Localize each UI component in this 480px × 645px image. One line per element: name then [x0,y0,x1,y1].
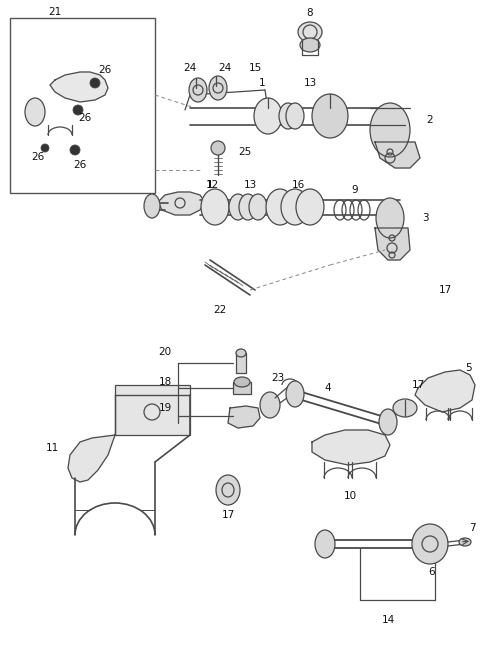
Text: 10: 10 [343,491,357,501]
Ellipse shape [201,189,229,225]
Ellipse shape [211,141,225,155]
Text: 24: 24 [218,63,232,73]
Text: 20: 20 [158,347,171,357]
Ellipse shape [315,530,335,558]
Ellipse shape [376,198,404,238]
Ellipse shape [234,377,250,387]
Text: 6: 6 [429,567,435,577]
Ellipse shape [239,194,257,220]
Text: 12: 12 [205,180,218,190]
Ellipse shape [279,103,297,129]
Text: 17: 17 [411,380,425,390]
Text: 5: 5 [465,363,471,373]
Ellipse shape [296,189,324,225]
Ellipse shape [260,392,280,418]
Ellipse shape [266,189,294,225]
Text: 8: 8 [307,8,313,18]
Polygon shape [228,406,260,428]
Text: 11: 11 [46,443,59,453]
Bar [236,353,246,373]
Text: 23: 23 [271,373,285,383]
Circle shape [41,144,49,152]
Text: 24: 24 [183,63,197,73]
Ellipse shape [209,76,227,100]
Text: 22: 22 [214,305,227,315]
Ellipse shape [229,194,247,220]
Ellipse shape [144,194,160,218]
Text: 9: 9 [352,185,358,195]
Ellipse shape [300,38,320,52]
Text: 3: 3 [422,213,428,223]
Circle shape [73,105,83,115]
Ellipse shape [412,524,448,564]
Text: 14: 14 [382,615,395,625]
Polygon shape [158,192,205,215]
Ellipse shape [370,103,410,157]
Ellipse shape [281,189,309,225]
Circle shape [90,78,100,88]
Text: 18: 18 [158,377,172,387]
Polygon shape [375,142,420,168]
Ellipse shape [379,409,397,435]
Polygon shape [375,228,410,260]
Bar [10,18,155,193]
Text: 1: 1 [207,180,213,190]
Text: 21: 21 [48,7,61,17]
Ellipse shape [298,22,322,42]
Polygon shape [68,435,115,482]
Ellipse shape [312,94,348,138]
Text: 17: 17 [438,285,452,295]
Text: 17: 17 [221,510,235,520]
Text: 26: 26 [31,152,45,162]
Ellipse shape [236,349,246,357]
Ellipse shape [254,98,282,134]
Circle shape [70,145,80,155]
Ellipse shape [286,381,304,407]
Text: 26: 26 [78,113,92,123]
Text: 16: 16 [291,180,305,190]
Text: 4: 4 [324,383,331,393]
Ellipse shape [189,78,207,102]
Polygon shape [50,72,108,102]
Bar [233,382,251,394]
Ellipse shape [286,103,304,129]
Text: 7: 7 [468,523,475,533]
Ellipse shape [216,475,240,505]
Text: 25: 25 [239,147,252,157]
Text: 1: 1 [259,78,265,88]
Polygon shape [415,370,475,412]
Text: 26: 26 [73,160,86,170]
Text: 13: 13 [303,78,317,88]
Text: 13: 13 [243,180,257,190]
Ellipse shape [25,98,45,126]
Text: 19: 19 [158,403,172,413]
Ellipse shape [393,399,417,417]
Ellipse shape [459,538,471,546]
Text: 15: 15 [248,63,262,73]
Text: 2: 2 [427,115,433,125]
Bar [115,385,190,435]
Polygon shape [312,430,390,465]
Text: 26: 26 [98,65,112,75]
Ellipse shape [249,194,267,220]
